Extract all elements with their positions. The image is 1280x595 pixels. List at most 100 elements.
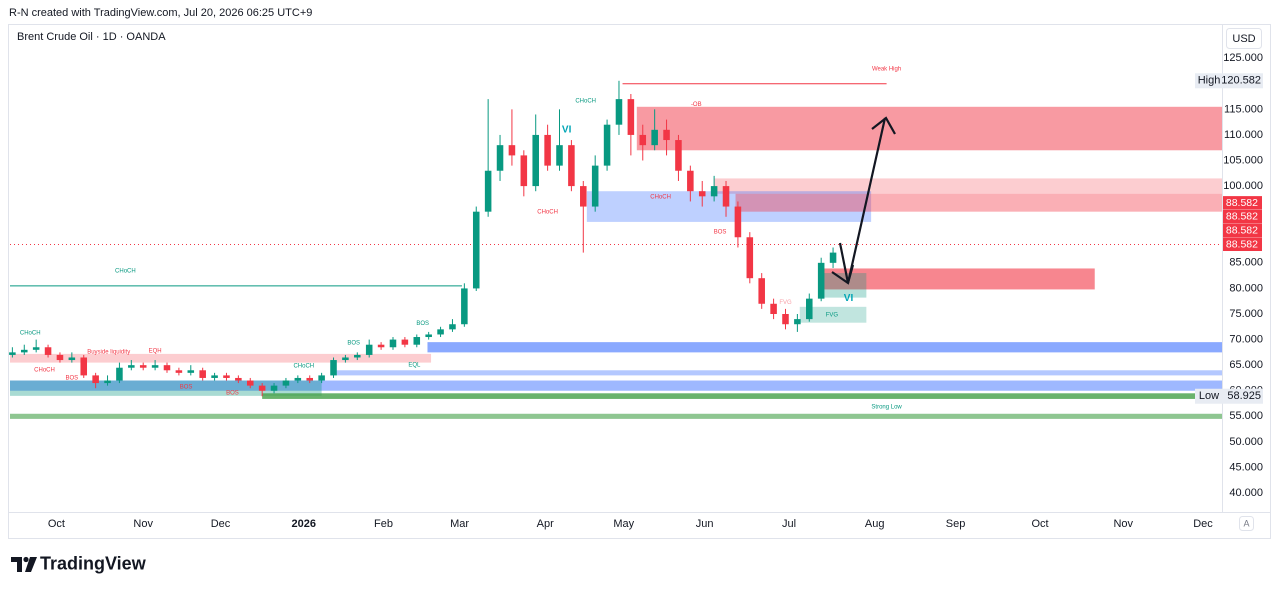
x-tick-label: Nov xyxy=(133,518,153,530)
zone xyxy=(818,273,867,298)
zone xyxy=(735,193,1222,212)
high-name: High xyxy=(1198,75,1221,87)
annotation: -OB xyxy=(691,102,702,108)
candle-body xyxy=(425,334,432,338)
y-tick-label: 110.000 xyxy=(1224,129,1263,141)
y-tick-label: 125.000 xyxy=(1223,52,1263,64)
candle-body xyxy=(342,357,349,361)
annotation: BOS xyxy=(714,230,727,236)
candle-body xyxy=(472,211,480,289)
zone xyxy=(10,413,1222,419)
candle-body xyxy=(484,170,492,212)
candle-body xyxy=(68,357,76,361)
candle-body xyxy=(615,99,623,125)
candle-body xyxy=(175,370,183,373)
zone xyxy=(714,178,1222,194)
arrow-head xyxy=(871,116,896,135)
candle-body xyxy=(806,298,813,320)
zone xyxy=(331,370,1222,376)
candle-body xyxy=(627,99,635,135)
price-axis: 125.000 115.000 110.000 105.000 100.000 85.00… xyxy=(1195,52,1263,499)
candle-body xyxy=(306,377,313,381)
arrow-joint xyxy=(831,264,855,285)
candle-body xyxy=(413,337,421,345)
candle-body xyxy=(187,370,195,373)
annotation: CHoCH xyxy=(575,99,596,105)
zone xyxy=(799,306,867,323)
logo-dot xyxy=(23,556,29,563)
x-tick-label: 2026 xyxy=(292,518,316,530)
candle-body xyxy=(698,191,706,197)
x-tick-label: Dec xyxy=(1193,518,1213,530)
annotation: CHoCH xyxy=(115,269,136,275)
low-name: Low xyxy=(1199,390,1219,402)
logo-text: TradingView xyxy=(40,553,147,573)
y-tick-label: 50.000 xyxy=(1229,436,1263,448)
x-tick-label: Oct xyxy=(1031,518,1048,530)
candle-body xyxy=(544,134,551,166)
auto-scale-button[interactable] xyxy=(1239,516,1254,531)
candle-body xyxy=(294,377,302,381)
x-tick-label: Nov xyxy=(1113,518,1133,530)
candle-body xyxy=(556,145,563,166)
candle-body xyxy=(92,375,99,384)
annotation: CHoCH xyxy=(537,209,558,215)
zone xyxy=(10,380,1222,391)
x-tick-label: Mar xyxy=(450,518,469,530)
y-tick-label: 80.000 xyxy=(1229,282,1263,294)
candle-body xyxy=(508,145,516,156)
candle-body xyxy=(829,252,837,263)
annotation: EQL xyxy=(408,363,421,369)
annotation: BOS xyxy=(416,321,429,327)
price-tag-label: 88.582 xyxy=(1226,224,1258,236)
zone xyxy=(10,380,322,396)
price-tag xyxy=(1223,196,1262,210)
annotation: CHoCH xyxy=(20,331,41,337)
candle-body xyxy=(758,278,765,304)
candle-body xyxy=(223,375,230,378)
candle-body xyxy=(199,370,206,378)
chart-frame xyxy=(8,24,1271,539)
y-tick-label: 75.000 xyxy=(1229,308,1263,320)
candle-body xyxy=(603,124,611,166)
candle-body xyxy=(449,324,456,330)
y-tick-label: 65.000 xyxy=(1229,359,1263,371)
candle-body xyxy=(270,385,278,391)
candle-body xyxy=(80,357,88,376)
y-tick-label: 105.000 xyxy=(1223,154,1263,166)
candle-body xyxy=(139,365,147,368)
annotation: BOS xyxy=(347,341,360,347)
candle-body xyxy=(377,344,385,348)
candle-body xyxy=(318,375,325,381)
annotation: CHoCH xyxy=(650,194,671,200)
zone xyxy=(822,268,1095,290)
annotation: FVG xyxy=(826,313,839,319)
logo-shape xyxy=(25,557,37,572)
price-tag-label: 88.582 xyxy=(1226,238,1258,250)
candle-body xyxy=(746,237,754,279)
annotation: CHoCH xyxy=(34,367,55,373)
annotation: VI xyxy=(562,124,572,135)
currency-box[interactable] xyxy=(1226,28,1262,49)
price-tag xyxy=(1223,209,1262,224)
zone xyxy=(636,106,1222,151)
annotation: CHoCH xyxy=(293,363,314,369)
annotation: FVG xyxy=(779,300,792,306)
annotation: BOS xyxy=(226,390,239,396)
candle-body xyxy=(151,365,159,368)
high-value: 120.582 xyxy=(1221,75,1261,87)
candle-body xyxy=(639,134,647,146)
candle-body xyxy=(56,354,64,361)
zone xyxy=(262,393,1222,399)
candle-body xyxy=(687,170,694,192)
annotation: Buyside liquidity xyxy=(87,349,130,355)
price-tag-label: 88.582 xyxy=(1226,211,1258,223)
logo-mark xyxy=(11,556,37,572)
high-name-box xyxy=(1195,73,1223,89)
low-value: 58.925 xyxy=(1227,390,1261,402)
candle-body xyxy=(282,380,290,386)
candle-body xyxy=(9,352,16,355)
candle-body xyxy=(734,206,742,238)
auto-scale-icon: A xyxy=(1243,518,1249,528)
